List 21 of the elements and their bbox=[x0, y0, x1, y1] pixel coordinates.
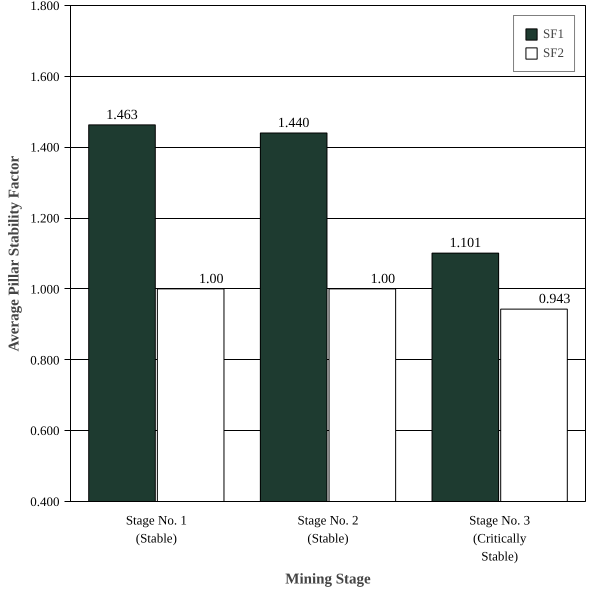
legend-label: SF2 bbox=[543, 45, 564, 61]
y-tick-label: 0.600 bbox=[30, 423, 60, 438]
data-label: 1.00 bbox=[199, 272, 224, 287]
y-axis-title: Average Pillar Stability Factor bbox=[6, 155, 22, 352]
y-tick-label: 1.000 bbox=[30, 281, 60, 296]
y-tick-label: 1.200 bbox=[30, 210, 60, 226]
y-tick-label: 1.400 bbox=[30, 140, 60, 155]
y-tick-label: 0.800 bbox=[30, 352, 60, 368]
y-tick-label: 0.400 bbox=[30, 494, 60, 509]
x-tick-label: Stage No. 2 (Stable) bbox=[297, 512, 359, 546]
x-tick-label: Stage No. 3 (Critically Stable) bbox=[469, 512, 530, 564]
x-axis-title: Mining Stage bbox=[285, 572, 372, 588]
legend-label: SF1 bbox=[543, 26, 564, 42]
data-label: 1.463 bbox=[106, 108, 138, 123]
y-tick-label: 1.800 bbox=[30, 0, 60, 13]
x-tick-label: Stage No. 1 (Stable) bbox=[126, 512, 187, 546]
data-label: 1.440 bbox=[278, 116, 310, 132]
data-label: 0.943 bbox=[538, 292, 570, 308]
y-tick-label: 1.600 bbox=[30, 68, 60, 84]
data-label: 1.101 bbox=[450, 236, 482, 252]
data-label: 1.00 bbox=[370, 272, 396, 287]
